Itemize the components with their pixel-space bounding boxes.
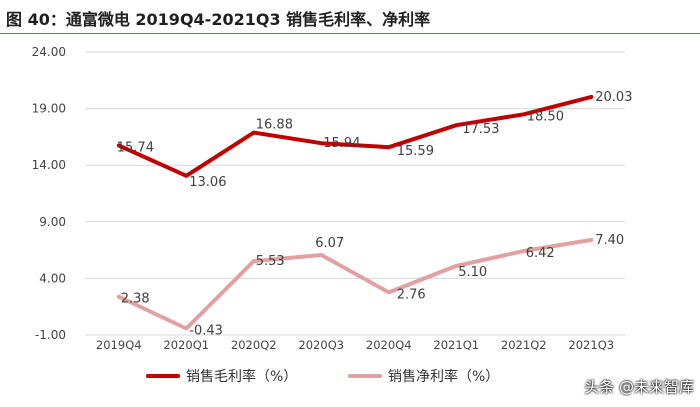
y-tick-label-5: 24.00: [32, 45, 66, 59]
data-label-s0-6: 18.50: [527, 109, 564, 124]
data-label-s0-1: 13.06: [189, 175, 226, 190]
data-label-s1-6: 6.42: [526, 246, 555, 261]
title-divider: [0, 33, 700, 34]
y-tick-label-2: 9.00: [39, 215, 66, 229]
title-bar: 图 40：通富微电 2019Q4-2021Q3 销售毛利率、净利率: [0, 0, 700, 34]
y-tick-label-0: -1.00: [35, 328, 66, 342]
data-label-s1-5: 5.10: [458, 265, 487, 280]
data-label-s0-7: 20.03: [595, 90, 632, 105]
legend-label-0: 销售毛利率（%）: [186, 368, 297, 385]
x-tick-label-1: 2020Q1: [163, 338, 209, 352]
watermark: 头条 @未来智库: [584, 378, 694, 396]
data-label-s0-3: 15.94: [323, 136, 360, 151]
legend-label-1: 销售净利率（%）: [388, 368, 499, 385]
y-tick-label-4: 19.00: [32, 102, 66, 116]
x-tick-label-5: 2021Q1: [433, 338, 479, 352]
series-line-1: [116, 237, 594, 331]
data-label-s1-4: 2.76: [397, 287, 426, 302]
chart-title: 图 40：通富微电 2019Q4-2021Q3 销售毛利率、净利率: [6, 10, 431, 29]
x-tick-label-6: 2021Q2: [501, 338, 547, 352]
series-line-0: [116, 94, 594, 178]
x-tick-label-0: 2019Q4: [96, 338, 142, 352]
data-label-s1-1: -0.43: [189, 324, 223, 339]
x-tick-label-3: 2020Q3: [298, 338, 344, 352]
data-label-s1-7: 7.40: [595, 233, 624, 248]
data-label-s1-2: 5.53: [256, 254, 285, 269]
data-label-s0-5: 17.53: [462, 122, 499, 137]
x-tick-label-7: 2021Q3: [568, 338, 614, 352]
data-label-s1-0: 2.38: [121, 292, 150, 307]
x-tick-label-2: 2020Q2: [231, 338, 277, 352]
x-tick-label-4: 2020Q4: [366, 338, 412, 352]
data-label-s0-0: 15.74: [117, 141, 154, 156]
data-label-s0-2: 16.88: [256, 118, 293, 133]
y-tick-label-3: 14.00: [32, 158, 66, 172]
y-tick-label-1: 4.00: [39, 271, 66, 285]
data-label-s0-4: 15.59: [397, 144, 434, 159]
data-label-s1-3: 6.07: [315, 236, 344, 251]
